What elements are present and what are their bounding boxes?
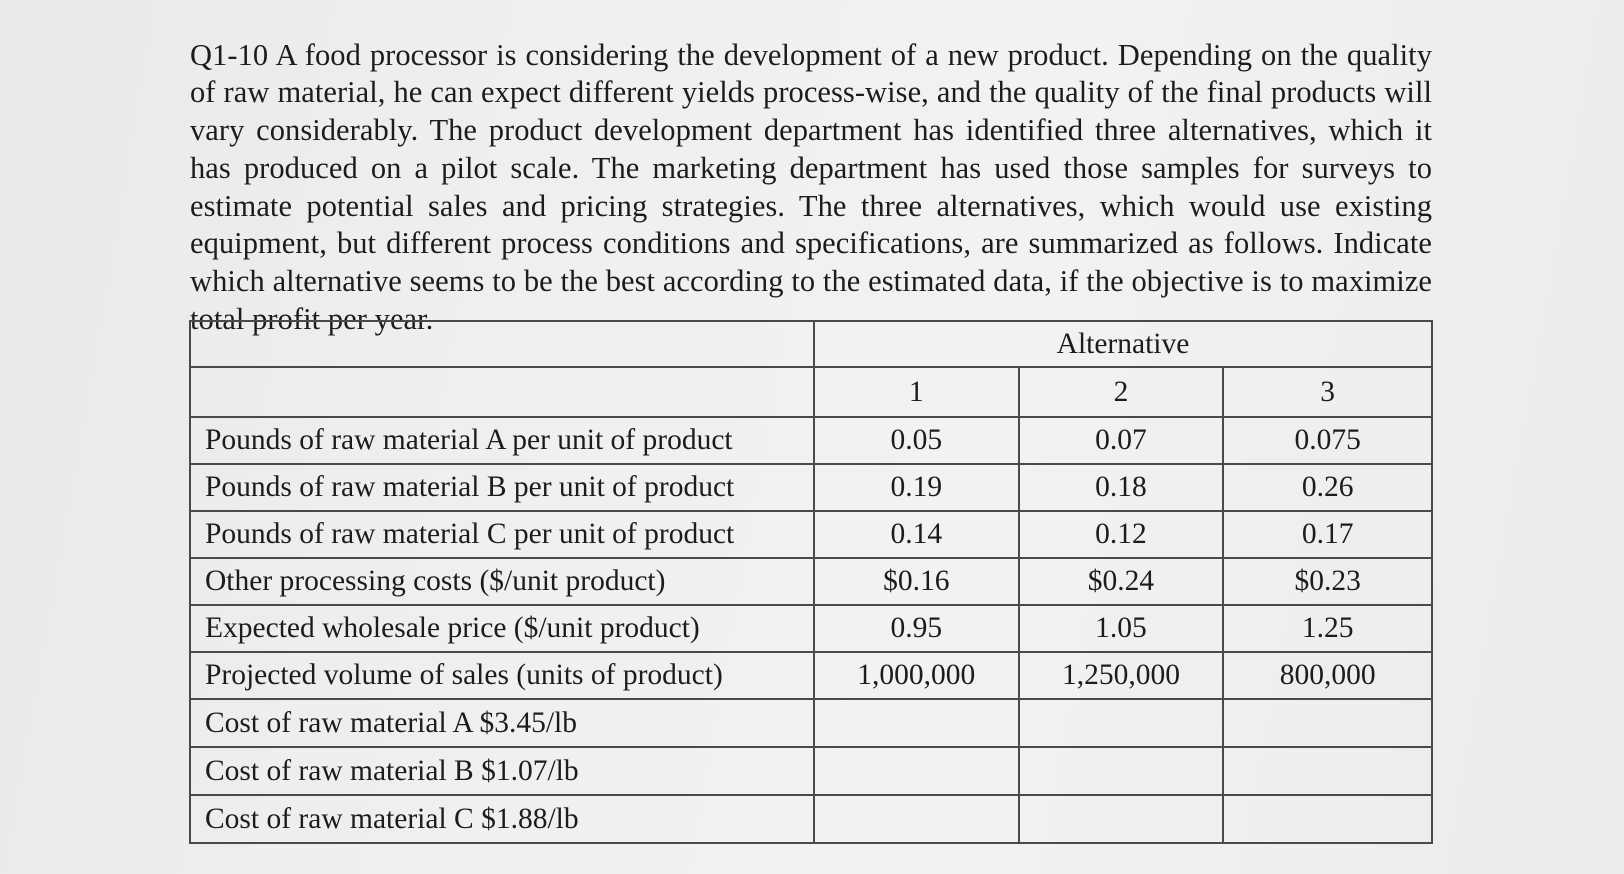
- table-header-row-columns: 1 2 3: [189, 366, 1433, 418]
- row-label: Expected wholesale price ($/unit product…: [189, 604, 815, 653]
- cell-alt-2: [1017, 698, 1225, 748]
- cell-alt-2: 0.12: [1017, 510, 1225, 559]
- cell-alt-2: 0.18: [1017, 463, 1225, 512]
- cell-alt-3: [1222, 746, 1433, 796]
- question-text: Q1-10 A food processor is considering th…: [190, 37, 1432, 337]
- cell-alt-2: 1.05: [1017, 604, 1225, 653]
- table-row: Cost of raw material C $1.88/lb: [189, 794, 1433, 844]
- row-label: Pounds of raw material A per unit of pro…: [189, 416, 815, 465]
- cell-alt-1: $0.16: [812, 557, 1020, 606]
- row-label: Pounds of raw material B per unit of pro…: [189, 463, 815, 512]
- table-row: Pounds of raw material A per unit of pro…: [189, 416, 1433, 465]
- cell-alt-3: $0.23: [1222, 557, 1433, 606]
- cell-alt-3: 0.075: [1222, 416, 1433, 465]
- cell-alt-1: [812, 746, 1020, 796]
- cell-alt-3: 0.17: [1222, 510, 1433, 559]
- cell-alt-3: 1.25: [1222, 604, 1433, 653]
- cell-alt-1: 1,000,000: [812, 651, 1020, 700]
- column-header-alt-3: 3: [1222, 366, 1433, 418]
- table-row: Cost of raw material A $3.45/lb: [189, 698, 1433, 748]
- cell-alt-2: [1017, 746, 1225, 796]
- row-label: Cost of raw material C $1.88/lb: [189, 794, 815, 844]
- row-label: Pounds of raw material C per unit of pro…: [189, 510, 815, 559]
- header-blank-cell: [189, 320, 815, 368]
- cell-alt-1: [812, 794, 1020, 844]
- row-label: Cost of raw material A $3.45/lb: [189, 698, 815, 748]
- cell-alt-3: 0.26: [1222, 463, 1433, 512]
- alternative-group-header: Alternative: [812, 320, 1434, 368]
- cell-alt-1: 0.95: [812, 604, 1020, 653]
- cell-alt-1: [812, 698, 1020, 748]
- table-row: Expected wholesale price ($/unit product…: [189, 604, 1433, 653]
- table-row: Pounds of raw material C per unit of pro…: [189, 510, 1433, 559]
- cell-alt-1: 0.14: [812, 510, 1020, 559]
- row-label: Cost of raw material B $1.07/lb: [189, 746, 815, 796]
- table-row: Pounds of raw material B per unit of pro…: [189, 463, 1433, 512]
- cell-alt-3: [1222, 794, 1433, 844]
- cell-alt-2: $0.24: [1017, 557, 1225, 606]
- column-header-alt-2: 2: [1017, 366, 1225, 418]
- cell-alt-1: 0.19: [812, 463, 1020, 512]
- table-row: Projected volume of sales (units of prod…: [189, 651, 1433, 700]
- cell-alt-3: [1222, 698, 1433, 748]
- row-label: Other processing costs ($/unit product): [189, 557, 815, 606]
- alternatives-table: Alternative 1 2 3 Pounds of raw material…: [189, 320, 1434, 844]
- cell-alt-1: 0.05: [812, 416, 1020, 465]
- row-label: Projected volume of sales (units of prod…: [189, 651, 815, 700]
- cell-alt-2: 1,250,000: [1017, 651, 1225, 700]
- table-header-row-group: Alternative: [189, 320, 1434, 368]
- table-row: Other processing costs ($/unit product) …: [189, 557, 1433, 606]
- cell-alt-3: 800,000: [1222, 651, 1433, 700]
- cell-alt-2: 0.07: [1017, 416, 1225, 465]
- column-header-alt-1: 1: [812, 366, 1020, 418]
- table-row: Cost of raw material B $1.07/lb: [189, 746, 1433, 796]
- header-blank-cell: [189, 366, 815, 418]
- cell-alt-2: [1017, 794, 1225, 844]
